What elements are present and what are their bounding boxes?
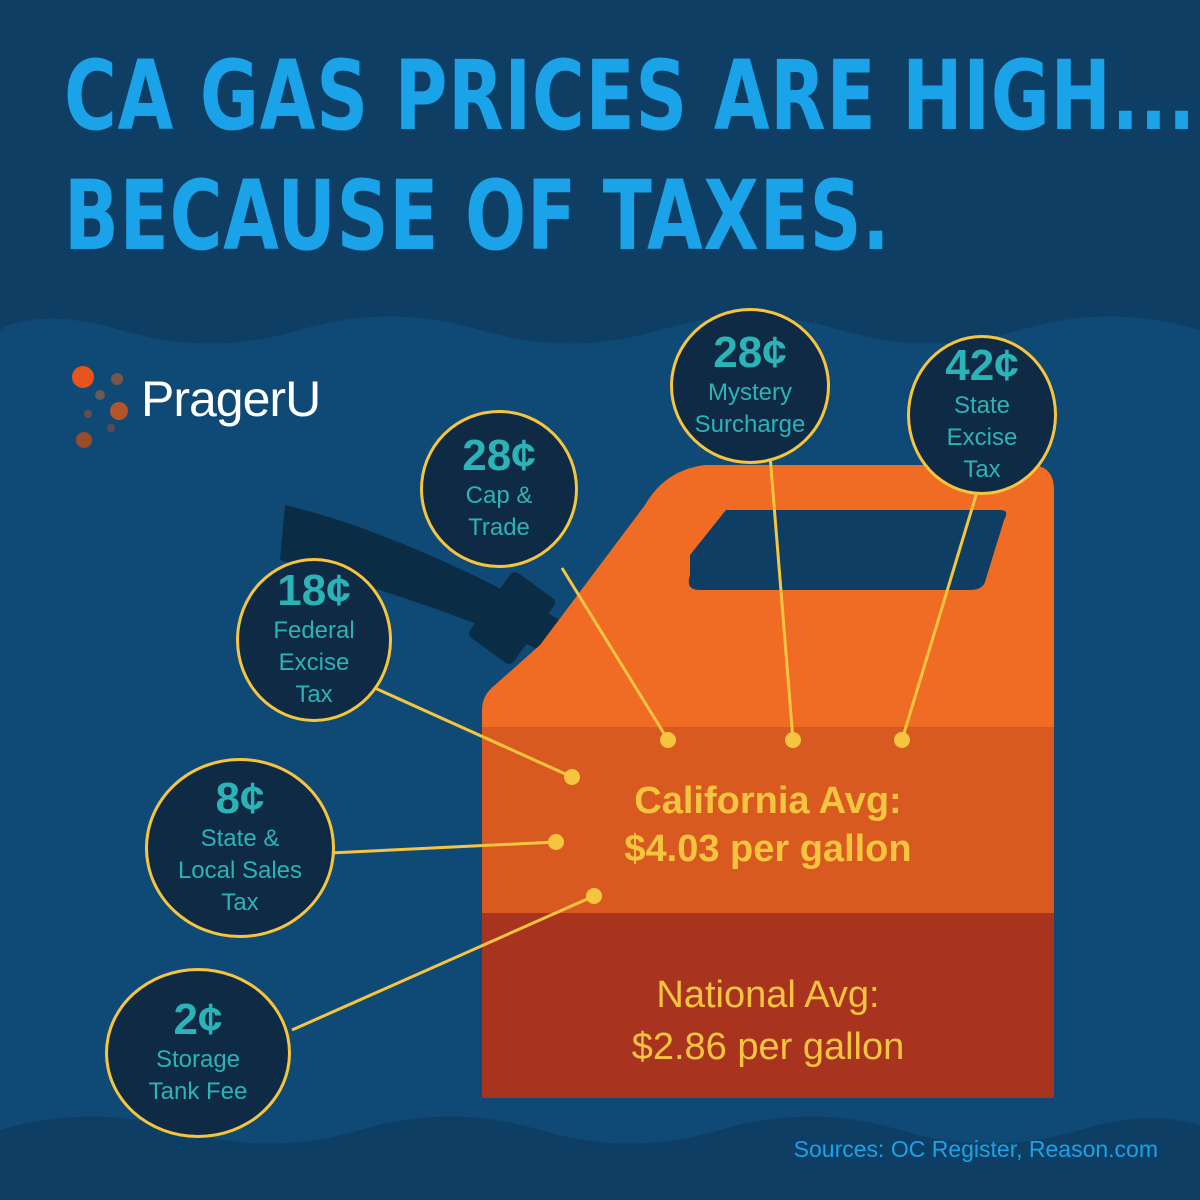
connector-dot [660, 732, 676, 748]
connector-lines [291, 454, 979, 1032]
california-average-price: $4.03 per gallon [624, 828, 912, 870]
connector-state-local-sales-tax [329, 840, 557, 855]
headline-line-1: CA GAS PRICES ARE HIGH... [64, 40, 1196, 152]
bubble-amount: 8¢ [215, 774, 265, 824]
bubble-label: State & Local Sales Tax [177, 825, 303, 916]
bubble-label: Storage Tank Fee [148, 1046, 248, 1105]
bubble-cap-and-trade: 28¢ Cap & Trade [420, 410, 578, 568]
bubble-label: Mystery Surcharge [694, 379, 806, 438]
bubble-storage-tank-fee: 2¢ Storage Tank Fee [105, 968, 291, 1138]
bubble-federal-excise-tax: 18¢ Federal Excise Tax [236, 558, 392, 722]
bubble-state-excise-tax: 42¢ State Excise Tax [907, 335, 1057, 495]
connector-dot [564, 769, 580, 785]
connector-dot [548, 834, 564, 850]
gas-can-icon [482, 465, 1054, 1098]
connector-state-excise-tax [900, 491, 979, 741]
bubble-state-local-sales-tax: 8¢ State & Local Sales Tax [145, 758, 335, 938]
prageru-logo-text: PragerU [141, 371, 321, 427]
bubble-label: Federal Excise Tax [273, 617, 355, 708]
bubble-label: State Excise Tax [946, 392, 1018, 483]
prageru-logo-icon [72, 366, 128, 448]
national-average-band [482, 913, 1054, 1098]
connector-dot [894, 732, 910, 748]
connector-cap-and-trade [560, 567, 670, 741]
california-average-label: California Avg: [634, 780, 902, 822]
national-average-label: National Avg: [656, 974, 880, 1016]
sources-credit: Sources: OC Register, Reason.com [793, 1136, 1158, 1162]
bubble-amount: 2¢ [173, 995, 223, 1045]
connector-storage-tank-fee [291, 894, 595, 1032]
connector-dots [548, 732, 910, 904]
connector-dot [785, 732, 801, 748]
bubble-amount: 28¢ [462, 431, 536, 481]
california-average-band [482, 727, 1054, 913]
bubble-label: Cap & Trade [465, 482, 533, 541]
headline-line-2: BECAUSE OF TAXES. [64, 160, 891, 272]
connector-dot [586, 888, 602, 904]
connector-mystery-surcharge [768, 454, 795, 741]
bubble-mystery-surcharge: 28¢ Mystery Surcharge [670, 308, 830, 464]
national-average-price: $2.86 per gallon [631, 1026, 905, 1068]
footer-wave-band [0, 1116, 1200, 1200]
bubble-amount: 18¢ [277, 566, 351, 616]
header-wave-band [0, 0, 1200, 344]
connector-federal-excise-tax [356, 678, 573, 779]
bubble-amount: 42¢ [945, 341, 1019, 391]
nozzle-icon [280, 505, 560, 664]
bubble-amount: 28¢ [713, 328, 787, 378]
